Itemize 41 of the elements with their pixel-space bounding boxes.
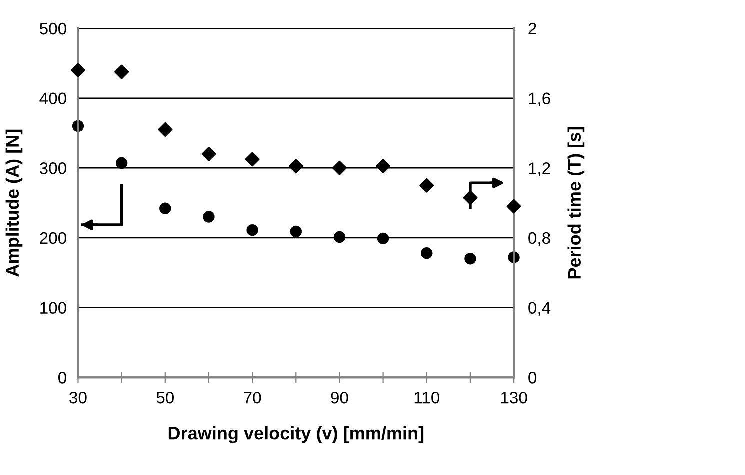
point <box>464 253 476 265</box>
x-tick-label: 90 <box>331 392 348 404</box>
y2-tick-label: 0,4 <box>528 302 551 316</box>
point <box>376 159 391 174</box>
point <box>288 159 304 174</box>
point <box>290 226 302 238</box>
y-tick-label: 100 <box>40 302 66 314</box>
y-tick-label: 0 <box>58 372 66 384</box>
y2-tick-label: 1,2 <box>529 162 550 176</box>
point <box>420 178 434 193</box>
point <box>160 202 172 214</box>
point <box>202 146 216 162</box>
point <box>421 247 433 260</box>
point <box>114 64 130 80</box>
y-tick-label: 400 <box>40 92 66 105</box>
x-tick-label: 110 <box>414 392 440 404</box>
point <box>377 232 390 245</box>
y2-tick-label: 2 <box>528 22 536 35</box>
y2-tick-label: 0,8 <box>528 232 550 246</box>
point <box>70 63 86 78</box>
x-tick-label: 130 <box>501 392 528 404</box>
y2-axis-title: Period time (T) [s] <box>568 127 585 279</box>
y-tick-label: 200 <box>40 232 66 244</box>
y2-tick-label: 0 <box>528 372 537 384</box>
y-tick-label: 500 <box>40 22 66 35</box>
point <box>158 122 173 138</box>
y-tick-label: 300 <box>40 162 66 174</box>
y2-tick-label: 1,6 <box>529 92 550 106</box>
point <box>246 224 258 236</box>
point <box>463 190 478 206</box>
y-axis-title: Amplitude (A) [N] <box>6 130 23 277</box>
point <box>116 157 128 170</box>
x-tick-label: 70 <box>244 392 262 404</box>
point <box>334 231 346 244</box>
point <box>245 152 260 167</box>
x-tick-label: 50 <box>156 392 174 404</box>
x-tick-label: 30 <box>70 392 87 404</box>
point <box>203 211 215 223</box>
point <box>332 160 348 176</box>
point <box>506 199 522 214</box>
x-axis-title: Drawing velocity (v) [mm/min] <box>168 426 424 444</box>
